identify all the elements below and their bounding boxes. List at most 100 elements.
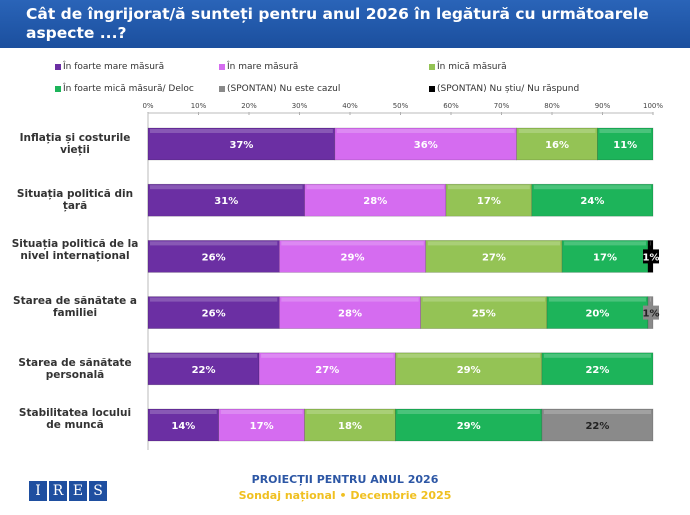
bar-highlight [220, 410, 303, 414]
bar-highlight [150, 129, 333, 133]
data-label: 22% [585, 365, 609, 376]
legend-item: În foarte mică măsură/ Deloc [55, 84, 194, 94]
data-label: 18% [338, 421, 362, 432]
tick-label: 20% [241, 102, 257, 110]
data-label: 29% [457, 365, 481, 376]
tick-label: 90% [595, 102, 611, 110]
bar-segment [147, 296, 280, 329]
data-label: 27% [482, 252, 506, 263]
bar-segment [420, 296, 548, 329]
bar-segment [278, 240, 427, 273]
legend-item: În mică măsură [429, 62, 507, 72]
bar-segment [218, 408, 305, 442]
category-label: Starea de sănătate a familiei [13, 294, 137, 319]
bar-highlight [306, 185, 444, 190]
data-label: 17% [250, 421, 274, 432]
legend-swatch [55, 64, 61, 70]
data-label: 24% [580, 196, 604, 207]
bar-highlight [548, 297, 646, 302]
data-label: 17% [477, 196, 501, 207]
bar-highlight [397, 410, 540, 414]
data-label: 22% [585, 421, 609, 432]
bar-highlight [533, 185, 651, 190]
legend-swatch [429, 64, 435, 70]
tick-label: 30% [292, 102, 308, 110]
header-band: Cât de îngrijorat/ă sunteți pentru anul … [0, 0, 690, 48]
legend-label: În foarte mare măsură [63, 62, 165, 72]
legend-swatch [219, 86, 225, 92]
data-label: 22% [192, 365, 216, 376]
bar-highlight [543, 410, 651, 414]
legend-item: (SPONTAN) Nu știu/ Nu răspund [429, 84, 579, 94]
legend-label: În mare măsură [227, 62, 299, 72]
data-label: 14% [171, 421, 195, 432]
bar-segment [516, 127, 598, 161]
bar-segment [445, 183, 533, 217]
data-label: 28% [363, 196, 387, 207]
data-label: 20% [585, 309, 609, 320]
bar-segment [395, 352, 543, 386]
data-label-box [643, 249, 659, 264]
bar-highlight [447, 185, 530, 190]
data-label: 11% [613, 140, 637, 151]
bar-segment [597, 127, 654, 161]
bar-highlight [649, 297, 651, 302]
category-label: Situația politică din țară [16, 188, 134, 213]
tick-label: 40% [342, 102, 358, 110]
chart: 0% 10% 20% 30% 40% 50% 60% 70% 80% 90% 100% 37% 36% 1… [142, 102, 663, 450]
data-label: 37% [229, 140, 253, 151]
tick-label: 80% [544, 102, 560, 110]
tick-label: 70% [494, 102, 510, 110]
category-label: Situația politică de la nivel internațio… [11, 238, 139, 263]
bar-segment [278, 296, 421, 329]
data-label: 26% [202, 252, 226, 263]
bar-segment [304, 183, 447, 217]
tick-label: 0% [142, 102, 153, 110]
data-label: 31% [214, 196, 238, 207]
bar-highlight [150, 410, 217, 414]
legend-label: (SPONTAN) Nu știu/ Nu răspund [437, 84, 580, 94]
legend-item: În mare măsură [219, 62, 298, 72]
legend-item: În foarte mare măsură [55, 62, 164, 72]
bar-highlight [306, 410, 394, 414]
data-label: 28% [338, 309, 362, 320]
bar-highlight [649, 241, 651, 246]
bar-segment [395, 408, 543, 442]
data-label: 16% [545, 140, 569, 151]
bar-highlight [261, 353, 394, 358]
bar-highlight [336, 129, 515, 133]
bar-segment [147, 127, 336, 161]
tick-label: 100% [643, 102, 663, 110]
data-label: 1% [643, 309, 660, 320]
bar-segment [147, 408, 219, 442]
bar-highlight [150, 297, 278, 302]
data-label: 27% [315, 365, 339, 376]
bar-segment [304, 408, 396, 442]
footer-title: PROIECȚII PENTRU ANUL 2026 [251, 473, 439, 486]
page-title: Cât de îngrijorat/ă sunteți pentru anul … [26, 5, 649, 42]
tick-label: 50% [393, 102, 409, 110]
bar-highlight [427, 241, 561, 246]
data-label: 29% [457, 421, 481, 432]
data-label: 26% [202, 309, 226, 320]
data-label-box [643, 305, 659, 320]
bar-segment [334, 127, 517, 161]
category-label: Inflația și costurile vieții [19, 132, 131, 156]
data-label: 36% [414, 140, 438, 151]
bar-segment [147, 240, 280, 273]
bar-segment [546, 296, 649, 329]
bar-highlight [281, 241, 424, 246]
footer-subtitle: Sondaj național • Decembrie 2025 [238, 489, 452, 502]
bar-highlight [599, 129, 651, 133]
bar-highlight [281, 297, 419, 302]
data-label: 29% [341, 252, 365, 263]
legend-swatch [55, 86, 61, 92]
legend-label: (SPONTAN) Nu este cazul [227, 84, 341, 94]
bar-highlight [397, 353, 540, 358]
legend-swatch [429, 86, 435, 92]
bar-segment [541, 408, 654, 442]
bar-highlight [150, 241, 278, 246]
tick-label: 10% [191, 102, 207, 110]
bar-highlight [518, 129, 596, 133]
bar-highlight [543, 353, 651, 358]
